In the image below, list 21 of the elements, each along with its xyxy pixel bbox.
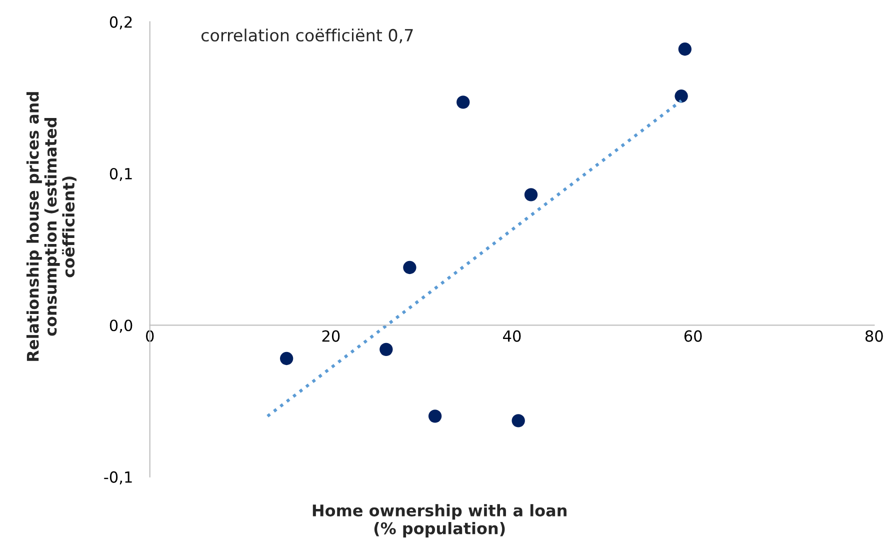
x-axis-title: Home ownership with a loan (% population) (312, 504, 566, 538)
x-tick-label: 20 (322, 330, 340, 342)
point (456, 96, 470, 109)
point (674, 90, 688, 103)
y-axis-title: Relationship house prices and consumption (estimated coëfficient) (26, 92, 76, 361)
y-tick-label: -0,1 (104, 471, 132, 484)
x-tick-label: 80 (865, 330, 883, 342)
x-tick-label: 60 (684, 330, 702, 342)
x-tick-label: 0 (146, 330, 154, 342)
y-tick-label: 0,0 (110, 320, 132, 333)
annotation: correlation coëfficiënt 0,7 (201, 28, 413, 44)
point (678, 42, 692, 56)
point (280, 352, 294, 366)
point (380, 342, 393, 356)
point (403, 260, 416, 274)
x-tick-label: 40 (503, 330, 521, 342)
point (512, 414, 525, 428)
y-tick-label: 0,2 (110, 16, 132, 30)
point (524, 188, 538, 202)
y-tick-label: 0,1 (110, 168, 132, 182)
point (428, 410, 442, 423)
